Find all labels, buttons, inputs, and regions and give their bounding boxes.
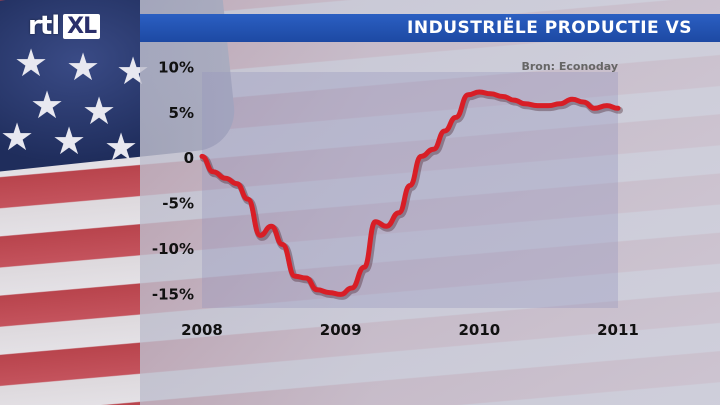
- plot-area: [202, 72, 618, 308]
- star-icon: ★: [66, 45, 101, 89]
- series-group: [199, 89, 623, 300]
- y-tick-label: 0: [184, 149, 194, 167]
- x-tick-label: 2010: [458, 321, 500, 339]
- y-tick-label: -15%: [152, 285, 194, 303]
- y-tick-label: 10%: [158, 58, 194, 76]
- star-icon: ★: [0, 115, 35, 159]
- source-label: Bron: Econoday: [521, 60, 618, 73]
- star-icon: ★: [82, 89, 117, 133]
- y-tick-label: 5%: [169, 104, 194, 122]
- series-line: [199, 89, 621, 297]
- y-tick-label: -5%: [162, 195, 194, 213]
- x-tick-label: 2011: [597, 321, 639, 339]
- logo-main-text: rtl: [28, 11, 60, 41]
- star-icon: ★: [30, 83, 65, 127]
- series-line-shadow: [200, 90, 623, 300]
- star-icon: ★: [104, 125, 139, 169]
- chart-title: INDUSTRIËLE PRODUCTIE VS: [407, 18, 692, 38]
- star-icon: ★: [14, 41, 49, 85]
- x-tick-label: 2008: [181, 321, 223, 339]
- title-bar: INDUSTRIËLE PRODUCTIE VS: [140, 14, 720, 42]
- x-tick-label: 2009: [320, 321, 362, 339]
- rtl-xl-logo: rtl XL: [28, 11, 101, 41]
- x-axis-ticks: 2008 2009 2010 2011: [181, 321, 639, 339]
- y-axis-ticks: 10% 5% 0 -5% -10% -15%: [152, 58, 194, 303]
- logo-xl-badge: XL: [63, 13, 101, 39]
- star-icon: ★: [52, 119, 87, 163]
- y-tick-label: -10%: [152, 240, 194, 258]
- background-haze: [140, 0, 720, 405]
